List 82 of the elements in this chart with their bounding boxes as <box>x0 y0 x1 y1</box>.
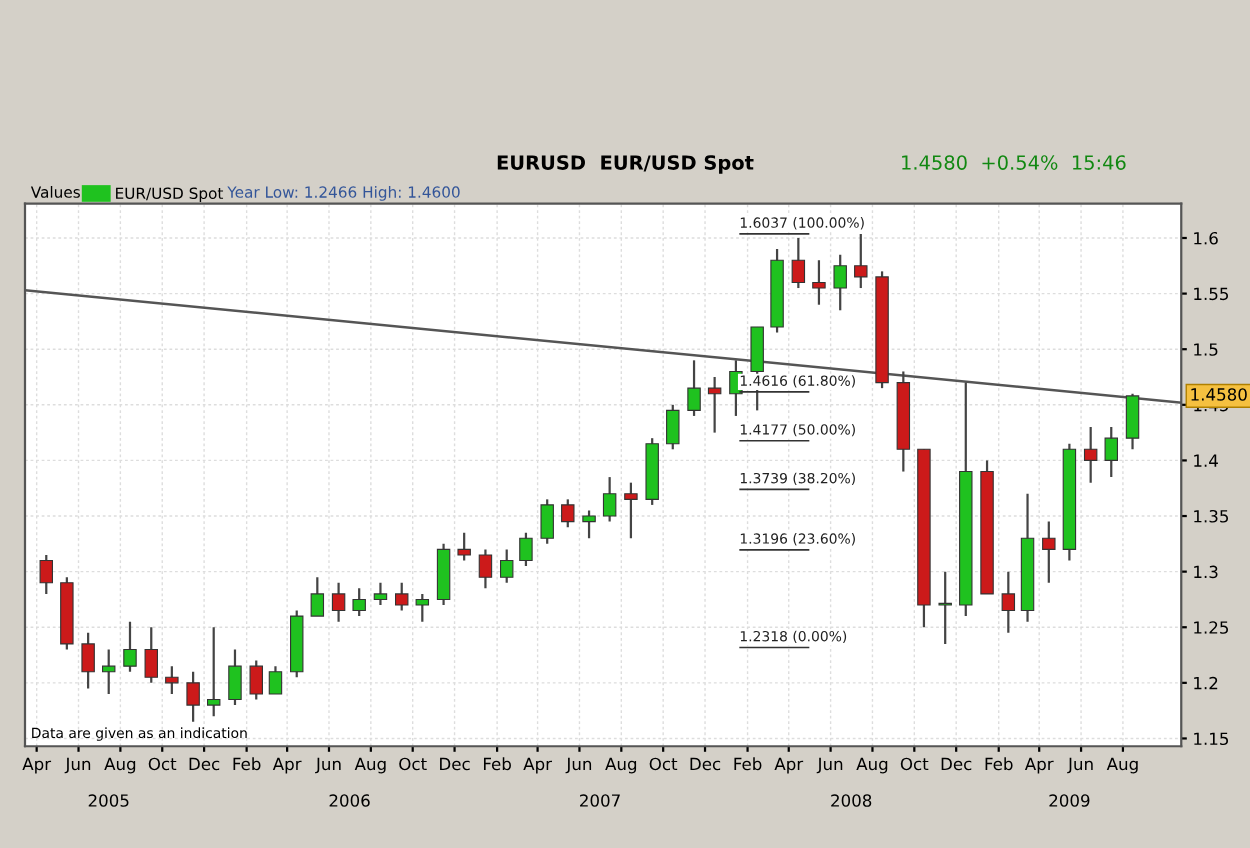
candlestick <box>624 481 638 540</box>
y-tick-label: 1.6 <box>1194 231 1218 245</box>
candlestick <box>1001 570 1016 634</box>
candlestick <box>707 375 722 434</box>
candlestick <box>310 576 325 618</box>
candlestick <box>144 626 158 684</box>
x-tick-label: Apr <box>523 757 553 774</box>
candlestick <box>268 665 283 696</box>
candlestick <box>499 548 514 584</box>
candlestick <box>540 498 554 545</box>
candlestick <box>101 648 116 696</box>
x2-tick-label: 2008 <box>831 794 872 807</box>
candlestick <box>1125 392 1140 451</box>
candlestick <box>854 232 868 290</box>
candlestick <box>39 553 54 595</box>
candlestick <box>519 531 533 568</box>
y-tick-label: 1.3 <box>1194 565 1218 579</box>
x-tick-label: Aug <box>856 757 888 774</box>
candlestick <box>81 631 95 690</box>
candlestick <box>833 253 847 312</box>
x-tick-label: Apr <box>1024 757 1054 774</box>
candlestick <box>666 403 680 451</box>
chart-title: EURUSD EUR/USD Spot <box>497 155 754 174</box>
candlestick <box>1042 520 1056 584</box>
candlestick <box>1083 425 1098 484</box>
x2-tick-label: 2007 <box>580 794 620 807</box>
x-tick-label: Oct <box>900 757 929 771</box>
x-tick-label: Apr <box>774 757 804 774</box>
candlestick <box>561 498 575 529</box>
candlestick <box>331 581 346 623</box>
x-tick-label: Dec <box>941 757 972 771</box>
x-tick-label: Dec <box>690 757 721 771</box>
y-tick-label: 1.4 <box>1194 454 1218 467</box>
chart-subtitle: 1.4580 +0.54% 15:46 <box>902 155 1126 170</box>
candlestick <box>1104 425 1118 479</box>
candlestick <box>123 620 137 673</box>
candlestick <box>206 626 221 718</box>
annotation: 1.4580 <box>1191 388 1247 401</box>
candlestick <box>457 531 471 562</box>
candlestick <box>373 581 388 607</box>
candlestick <box>582 509 596 540</box>
x-tick-label: Dec <box>189 757 220 771</box>
x2-tick-label: 2009 <box>1049 794 1090 807</box>
candlestick <box>165 665 179 696</box>
x-tick-label: Jun <box>64 757 91 774</box>
x-tick-label: Jun <box>1067 757 1093 774</box>
x-tick-label: Feb <box>483 757 511 771</box>
candlestick <box>812 259 826 306</box>
candlestick <box>602 475 617 523</box>
x-tick-label: Aug <box>1106 757 1138 774</box>
candlestick <box>478 548 493 590</box>
x-tick-label: Jun <box>816 757 843 774</box>
y-tick-label: 1.25 <box>1194 621 1229 634</box>
x2-tick-label: 2006 <box>329 794 370 807</box>
x-tick-label: Feb <box>734 757 762 771</box>
x-tick-label: Jun <box>315 757 341 774</box>
x-tick-label: Dec <box>440 757 470 771</box>
candlestick <box>687 359 701 418</box>
x-tick-label: Oct <box>148 757 177 771</box>
y-tick-label: 1.35 <box>1194 509 1229 523</box>
candlestick <box>394 581 409 612</box>
y-tick-label: 1.5 <box>1194 343 1218 356</box>
candlestick <box>228 648 242 707</box>
x-tick-label: Feb <box>985 757 1013 771</box>
candlestick <box>938 570 952 646</box>
candlestick <box>249 659 263 701</box>
x-tick-label: Aug <box>104 757 136 774</box>
y-tick-label: 1.15 <box>1194 732 1229 746</box>
x-tick-label: Aug <box>354 757 386 774</box>
x-tick-label: Apr <box>272 757 302 774</box>
y-tick-label: 1.55 <box>1194 287 1229 301</box>
x-tick-label: Apr <box>22 757 52 774</box>
candlestick <box>352 587 366 618</box>
x-tick-label: Jun <box>565 757 592 774</box>
y-tick-label: 1.2 <box>1194 676 1218 690</box>
x2-tick-label: 2005 <box>88 794 129 807</box>
candlestick <box>186 670 200 723</box>
x-tick-label: Oct <box>399 757 427 771</box>
candlestick <box>415 592 430 623</box>
x-tick-label: Feb <box>233 757 261 771</box>
x-tick-label: Aug <box>605 757 637 774</box>
x-tick-label: Oct <box>649 757 678 771</box>
